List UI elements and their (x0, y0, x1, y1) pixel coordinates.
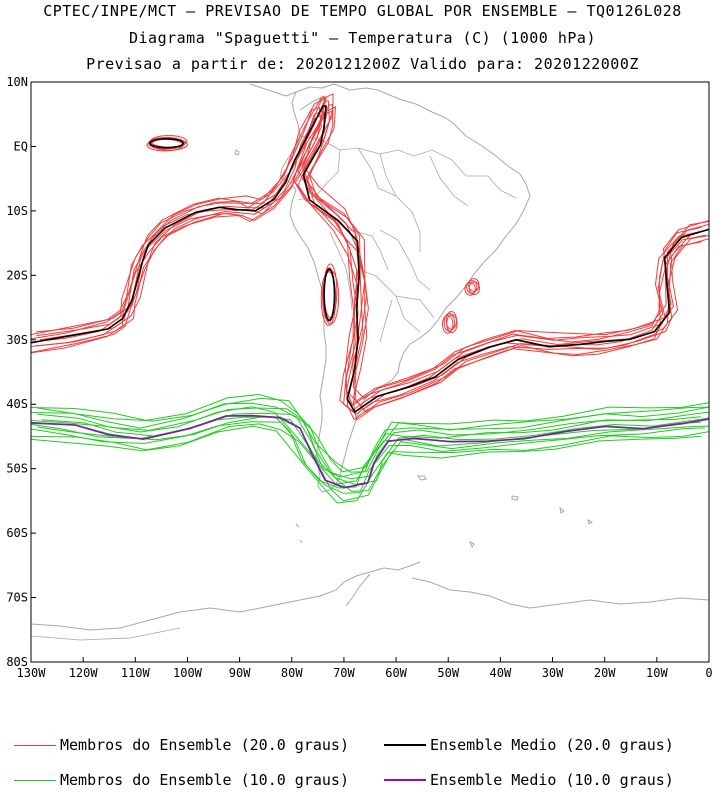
lon-label: 80W (281, 666, 303, 680)
forecast-dates: Previsao a partir de: 2020121200Z Valido… (86, 55, 639, 73)
central-america-coast (249, 83, 297, 97)
member-contour-20 (322, 270, 340, 325)
lon-label: 110W (121, 666, 151, 680)
member-contour-20 (446, 314, 458, 334)
coastline-layer (31, 83, 709, 641)
lon-label: 40W (490, 666, 512, 680)
legend-line-mean-20 (384, 744, 426, 746)
chart-title: CPTEC/INPE/MCT — PREVISAO DE TEMPO GLOBA… (43, 2, 682, 20)
lat-label: 50S (6, 462, 28, 476)
member-contour-10 (37, 407, 709, 480)
member-contour-10 (31, 421, 705, 494)
member-contour-10 (37, 416, 709, 492)
lon-label: 70W (333, 666, 355, 680)
legend-line-members-20 (14, 744, 56, 746)
lon-label: 100W (173, 666, 203, 680)
antarctica-coast (31, 561, 709, 631)
ensemble-mean-contour-20 (31, 105, 709, 413)
lat-label: 60S (6, 526, 28, 540)
legend-label-mean-20: Ensemble Medio (20.0 graus) (430, 736, 674, 754)
legend-item-members-20: Membros do Ensemble (20.0 graus) (14, 736, 349, 754)
lon-label: 130W (17, 666, 47, 680)
lat-label: 40S (6, 397, 28, 411)
legend-item-mean-20: Ensemble Medio (20.0 graus) (384, 736, 674, 754)
member-contour-20 (445, 311, 458, 330)
member-contour-20 (31, 110, 709, 421)
lat-label: 10N (6, 75, 28, 89)
member-contour-10 (31, 406, 701, 485)
member-contour-20 (468, 278, 480, 292)
lon-label: 120W (69, 666, 99, 680)
member-contour-20 (31, 111, 703, 421)
spaghetti-contours (31, 93, 709, 504)
chart-subtitle: Diagrama "Spaguetti" — Temperatura (C) (… (128, 29, 596, 47)
member-contour-10 (31, 394, 709, 473)
lon-label: 50W (437, 666, 459, 680)
lat-label: 80S (6, 655, 28, 669)
lon-label: 10W (646, 666, 668, 680)
ensemble-mean-contour-20 (149, 138, 185, 149)
member-contour-20 (31, 96, 709, 405)
lon-label: 90W (229, 666, 251, 680)
lon-label: 60W (385, 666, 407, 680)
member-contour-20 (36, 93, 709, 399)
member-contour-10 (36, 397, 709, 473)
lon-label: 30W (542, 666, 564, 680)
member-contour-10 (31, 425, 702, 504)
legend-item-members-10: Membros do Ensemble (10.0 graus) (14, 771, 349, 789)
country-borders (297, 135, 517, 343)
member-contour-20 (31, 106, 704, 412)
legend-item-mean-10: Ensemble Medio (10.0 graus) (384, 771, 674, 789)
lat-label: 70S (6, 591, 28, 605)
member-contour-20 (468, 281, 480, 296)
member-contour-20 (39, 104, 709, 410)
plot-frame (30, 81, 710, 663)
south-america-coast (279, 83, 531, 493)
lat-label: 10S (6, 204, 28, 218)
member-contour-10 (31, 423, 709, 502)
legend-line-members-10 (14, 779, 56, 781)
ensemble-mean-contour-20 (323, 268, 336, 321)
lat-label: 30S (6, 333, 28, 347)
lat-label: EQ (14, 139, 28, 153)
legend-label-mean-10: Ensemble Medio (10.0 graus) (430, 771, 674, 789)
ensemble-mean-contour-10 (31, 414, 709, 489)
legend-label-members-10: Membros do Ensemble (10.0 graus) (60, 771, 349, 789)
member-contour-20 (31, 110, 706, 415)
lat-label: 20S (6, 268, 28, 282)
lon-label: 20W (594, 666, 616, 680)
lon-label: 0 (705, 666, 712, 680)
islands (234, 149, 593, 549)
legend-label-members-20: Membros do Ensemble (20.0 graus) (60, 736, 349, 754)
legend-line-mean-10 (384, 779, 426, 781)
